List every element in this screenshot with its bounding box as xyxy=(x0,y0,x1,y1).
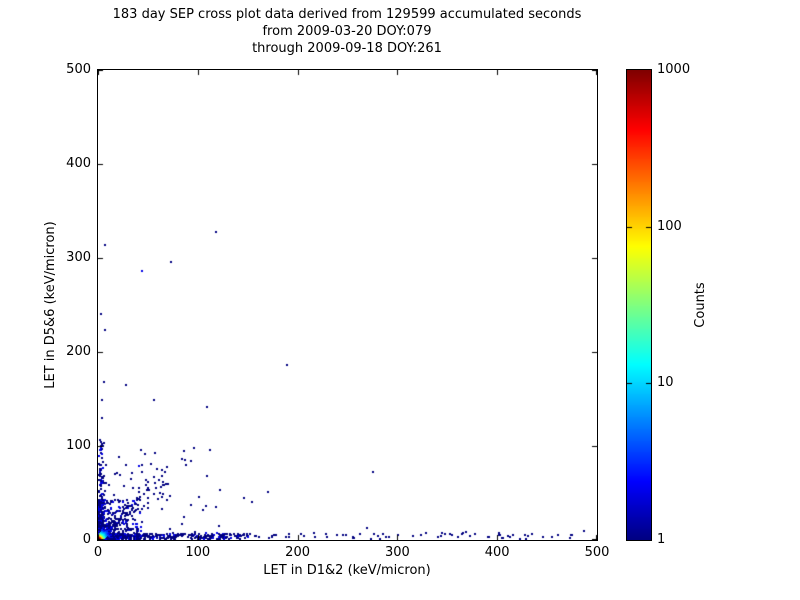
x-tick-label: 100 xyxy=(185,545,211,560)
chart-title-line-1: 183 day SEP cross plot data derived from… xyxy=(112,7,582,22)
x-tick-label: 200 xyxy=(285,545,310,560)
colorbar-tick-label: 10 xyxy=(657,375,674,391)
y-tick-label: 400 xyxy=(66,156,91,171)
y-tick-label: 200 xyxy=(66,344,91,359)
x-tick-label: 0 xyxy=(93,545,103,560)
y-tick-label: 0 xyxy=(82,532,91,547)
y-tick-label: 300 xyxy=(66,250,91,265)
x-tick-label: 500 xyxy=(584,545,610,560)
colorbar xyxy=(626,69,652,541)
colorbar-canvas xyxy=(627,70,651,540)
scatter-canvas xyxy=(98,70,597,540)
colorbar-tick-label: 100 xyxy=(657,218,682,234)
colorbar-tick-label: 1 xyxy=(657,532,666,547)
chart-title-line-3: through 2009-09-18 DOY:261 xyxy=(252,41,442,56)
chart-title: 183 day SEP cross plot data derived from… xyxy=(27,6,667,57)
colorbar-label: Counts xyxy=(693,282,708,328)
y-tick-label: 500 xyxy=(66,62,91,77)
y-axis-label: LET in D5&6 (keV/micron) xyxy=(43,221,58,389)
plot-area xyxy=(97,69,598,541)
x-tick-label: 400 xyxy=(484,545,510,560)
chart-title-line-2: from 2009-03-20 DOY:079 xyxy=(262,24,432,39)
x-tick-label: 300 xyxy=(384,545,410,560)
colorbar-tick-label: 1000 xyxy=(657,62,691,77)
x-axis-label: LET in D1&2 (keV/micron) xyxy=(263,563,431,578)
y-tick-label: 100 xyxy=(66,438,91,453)
